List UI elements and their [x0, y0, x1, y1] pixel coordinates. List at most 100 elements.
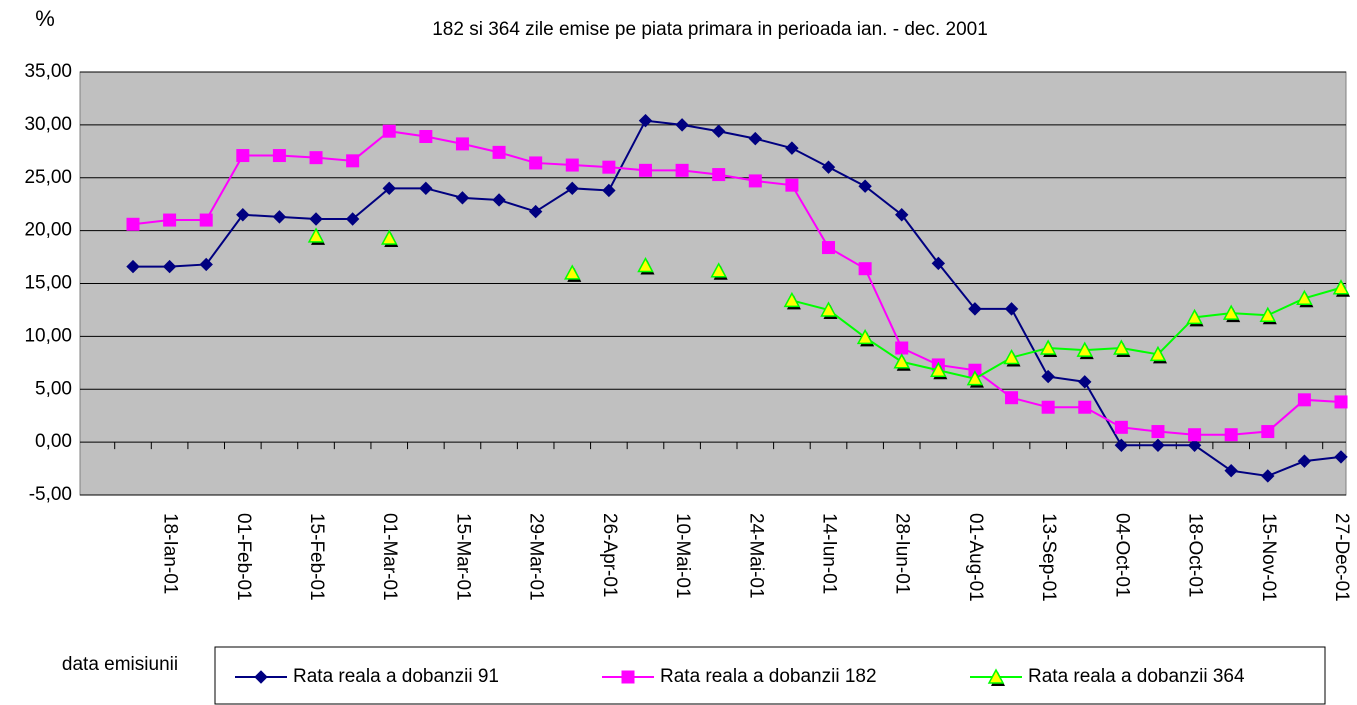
marker: [822, 241, 836, 255]
marker: [345, 212, 360, 226]
marker: [309, 212, 323, 226]
marker: [712, 168, 726, 182]
marker: [1296, 289, 1313, 306]
marker: [895, 208, 909, 222]
marker: [492, 145, 506, 159]
marker: [638, 113, 653, 128]
x-tick-label: 01-Aug-01: [965, 513, 986, 602]
marker: [455, 191, 470, 205]
marker: [856, 328, 874, 345]
x-tick-label: 24-Mai-01: [745, 513, 766, 599]
marker: [492, 193, 506, 207]
x-tick-label: 18-Oct-01: [1185, 513, 1206, 597]
marker: [254, 670, 268, 684]
marker: [1261, 425, 1275, 439]
marker: [419, 181, 433, 196]
marker: [785, 141, 799, 155]
x-axis-label: data emisiunii: [62, 654, 178, 675]
marker: [931, 256, 946, 271]
marker: [1039, 339, 1057, 355]
marker: [1334, 450, 1348, 464]
marker: [199, 257, 213, 272]
marker: [529, 156, 543, 170]
marker: [821, 160, 836, 174]
marker: [930, 361, 947, 377]
marker: [1041, 400, 1055, 414]
marker: [748, 131, 763, 146]
marker: [785, 178, 799, 192]
marker: [966, 370, 984, 386]
marker: [236, 149, 250, 163]
marker: [710, 262, 727, 278]
y-tick-label: 20,00: [24, 220, 72, 241]
x-tick-label: 10-Mai-01: [672, 513, 693, 599]
y-tick-label: 10,00: [24, 325, 72, 346]
marker: [1334, 395, 1348, 409]
series-line: [133, 119, 1342, 477]
x-tick-label: 18-Ian-01: [160, 513, 181, 594]
marker: [565, 158, 579, 172]
marker: [1297, 393, 1311, 407]
marker: [1187, 438, 1202, 453]
marker: [1222, 304, 1240, 320]
series-line: [132, 130, 1342, 436]
marker: [858, 179, 872, 193]
marker: [1261, 469, 1275, 483]
marker: [236, 208, 250, 222]
marker: [1004, 302, 1019, 316]
y-tick-label: 0,00: [35, 431, 72, 452]
y-tick-label: 15,00: [24, 273, 72, 294]
marker: [1151, 438, 1165, 453]
marker: [382, 181, 396, 196]
marker: [638, 163, 652, 177]
x-tick-label: 01-Feb-01: [233, 513, 254, 601]
marker: [1076, 341, 1094, 357]
x-tick-label: 28-Iun-01: [892, 513, 913, 594]
marker: [163, 213, 177, 227]
marker: [675, 163, 689, 177]
marker: [602, 160, 616, 174]
marker: [309, 151, 323, 165]
marker: [895, 341, 909, 355]
marker: [382, 124, 396, 138]
x-tick-label: 29-Mar-01: [526, 513, 547, 601]
marker: [272, 210, 287, 224]
marker: [1114, 438, 1129, 453]
x-tick-label: 13-Sep-01: [1038, 513, 1059, 602]
marker: [1186, 308, 1203, 325]
y-axis-label: %: [35, 6, 55, 31]
marker: [162, 259, 177, 274]
marker: [602, 183, 616, 198]
marker: [1078, 400, 1092, 414]
marker: [637, 256, 654, 273]
marker: [820, 301, 837, 317]
marker: [199, 213, 213, 227]
marker: [1151, 425, 1165, 439]
marker: [1041, 369, 1055, 384]
marker: [1224, 428, 1238, 442]
marker: [1003, 348, 1020, 365]
marker: [1259, 306, 1277, 322]
marker: [748, 174, 762, 188]
chart-title: 182 si 364 zile emise pe piata primara i…: [432, 19, 988, 40]
marker: [126, 259, 140, 274]
marker: [1297, 454, 1312, 468]
x-tick-label: 15-Feb-01: [306, 513, 327, 601]
marker: [621, 670, 635, 684]
marker: [1114, 420, 1128, 434]
marker: [987, 668, 1005, 684]
marker: [126, 217, 140, 231]
y-tick-label: 30,00: [24, 114, 72, 135]
marker: [783, 291, 801, 308]
marker: [564, 264, 581, 280]
marker: [528, 204, 543, 219]
marker: [346, 154, 360, 168]
legend: [214, 646, 1326, 705]
marker: [455, 137, 469, 151]
marker: [858, 262, 872, 276]
x-tick-label: 15-Nov-01: [1258, 513, 1279, 602]
marker: [307, 227, 325, 243]
marker: [1224, 463, 1238, 478]
x-tick-label: 14-Iun-01: [818, 513, 839, 594]
